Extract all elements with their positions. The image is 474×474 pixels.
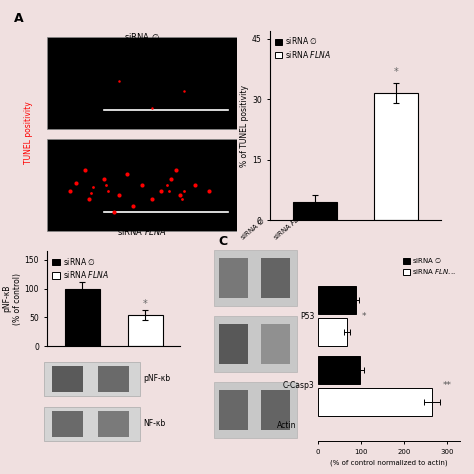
X-axis label: (% of control normalized to actin): (% of control normalized to actin) (330, 459, 447, 466)
Bar (65, 289, 100, 346)
Bar (52, 411, 83, 437)
Bar (219, 324, 248, 364)
Bar (219, 390, 248, 429)
Bar (318, 286, 356, 314)
Text: **: ** (443, 382, 452, 391)
Bar (318, 318, 347, 346)
Bar (261, 324, 290, 364)
Y-axis label: pNF-κB
(% of control): pNF-κB (% of control) (2, 273, 22, 325)
Bar (47, 139, 237, 231)
Bar (214, 382, 297, 438)
Text: C: C (218, 235, 227, 247)
Bar (47, 37, 237, 128)
Bar (292, 202, 337, 220)
Text: siRNA $\varnothing$: siRNA $\varnothing$ (124, 30, 160, 42)
Text: siRNA $\it{FLNA}$: siRNA $\it{FLNA}$ (117, 226, 167, 237)
Text: pNF-κb: pNF-κb (143, 374, 170, 383)
Legend: siRNA $\varnothing$, siRNA $\it{FLN}$...: siRNA $\varnothing$, siRNA $\it{FLN}$... (403, 255, 456, 277)
Text: A: A (14, 12, 24, 25)
Bar (318, 356, 360, 384)
Text: NF-κb: NF-κb (143, 419, 165, 428)
Text: siRNA $\varnothing$: siRNA $\varnothing$ (238, 215, 267, 243)
Bar (98, 411, 129, 437)
Text: TUNEL positivity: TUNEL positivity (24, 101, 33, 164)
Bar (214, 316, 297, 372)
Legend: siRNA $\varnothing$, siRNA $\it{FLNA}$: siRNA $\varnothing$, siRNA $\it{FLNA}$ (274, 35, 332, 61)
Bar (318, 388, 432, 416)
Text: *: * (143, 299, 148, 309)
Bar (214, 250, 297, 306)
Text: Actin: Actin (277, 421, 296, 430)
Bar (44, 407, 140, 441)
Bar (52, 366, 83, 392)
Bar (128, 315, 163, 346)
Bar (261, 258, 290, 298)
Bar (219, 258, 248, 298)
Bar (374, 93, 419, 220)
Legend: siRNA $\varnothing$, siRNA $\it{FLNA}$: siRNA $\varnothing$, siRNA $\it{FLNA}$ (51, 255, 109, 281)
Text: *: * (394, 67, 399, 77)
Text: *: * (362, 311, 366, 320)
Bar (261, 390, 290, 429)
Bar (44, 362, 140, 396)
Bar (98, 366, 129, 392)
Text: siRNA $\it{FLNA}$: siRNA $\it{FLNA}$ (271, 209, 309, 243)
Y-axis label: % of TUNEL positivity: % of TUNEL positivity (240, 85, 249, 166)
